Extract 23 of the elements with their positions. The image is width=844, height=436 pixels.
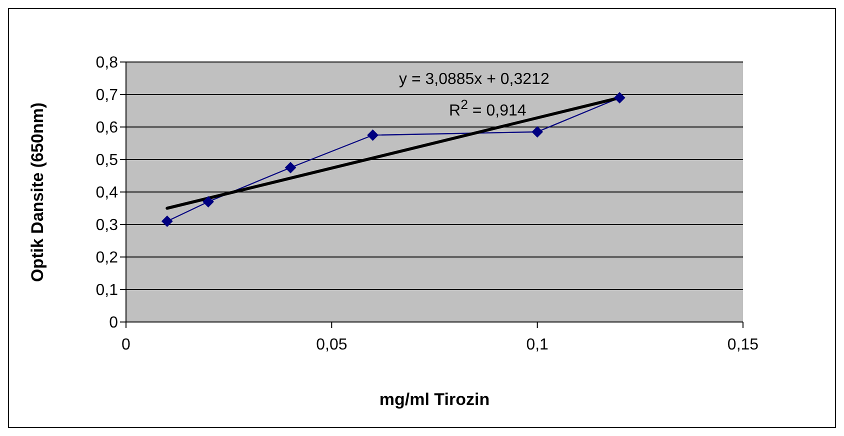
point — [202, 196, 214, 208]
x-tick-label: 0,05 — [316, 336, 348, 354]
y-tick-label: 0,1 — [96, 282, 118, 300]
annotation: y = 3,0885x + 0,3212 — [399, 71, 550, 89]
point — [532, 126, 543, 138]
y-tick-label: 0,2 — [96, 250, 118, 267]
y-tick-label: 0 — [109, 314, 118, 332]
x-tick-label: 0,1 — [526, 336, 549, 354]
point — [162, 216, 173, 227]
y-tick-label: 0,4 — [96, 184, 118, 202]
y-axis-title: Optik Dansite (650nm) — [28, 102, 48, 282]
point — [614, 92, 626, 104]
y-tick-label: 0,7 — [96, 87, 118, 104]
y-tick-label: 0,3 — [96, 217, 118, 234]
point — [367, 130, 378, 141]
x-tick-label: 0,15 — [727, 336, 759, 354]
y-tick-label: 0,8 — [96, 54, 118, 72]
point — [285, 162, 296, 174]
y-tick-label: 0,6 — [96, 120, 118, 137]
x-axis-title: mg/ml Tirozin — [379, 390, 490, 409]
annotation: R$^{2}$ = 0,914 — [449, 97, 526, 120]
y-tick-label: 0,5 — [96, 152, 118, 170]
x-tick-label: 0 — [122, 336, 131, 354]
